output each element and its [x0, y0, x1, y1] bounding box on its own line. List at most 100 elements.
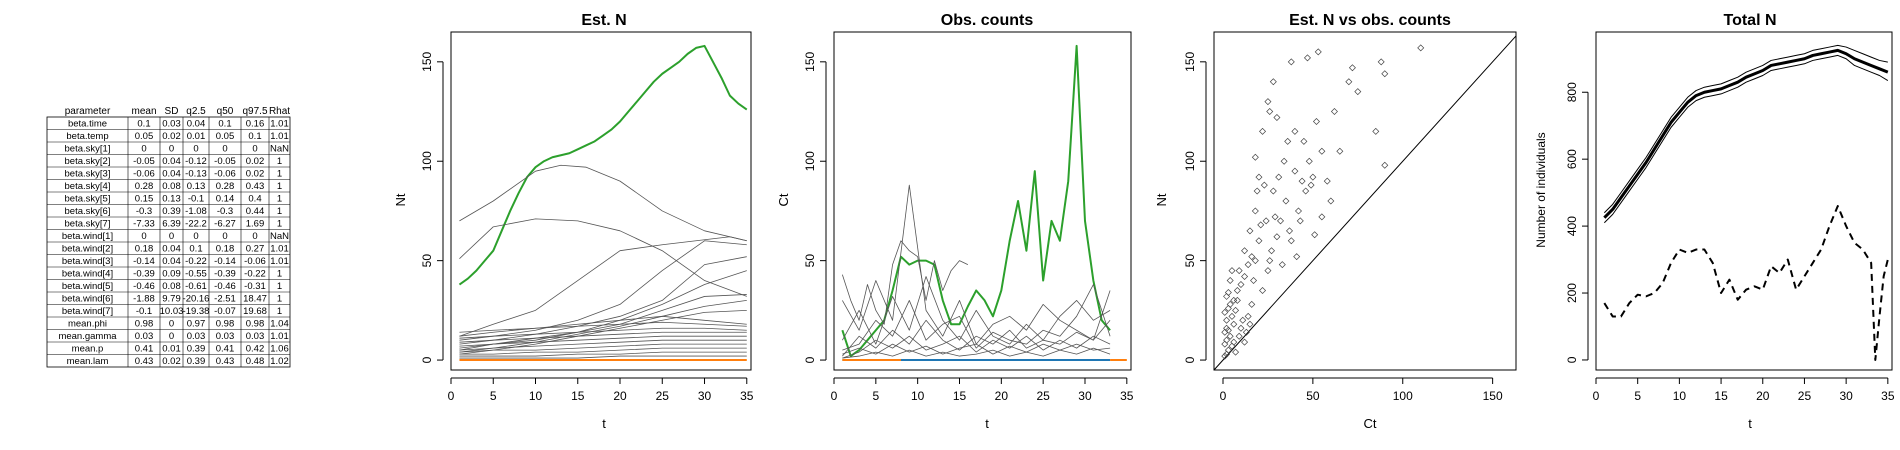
x-tick-label: 25	[1798, 389, 1812, 403]
table-cell: 0.39	[162, 206, 181, 217]
table-cell: -7.33	[133, 219, 155, 230]
table-cell: -22.2	[185, 219, 207, 230]
x-tick-label: 35	[1120, 389, 1134, 403]
x-tick-label: 35	[1881, 389, 1895, 403]
table-cell: 0.1	[248, 131, 261, 142]
x-tick-label: 20	[995, 389, 1009, 403]
y-tick-label: 100	[420, 151, 434, 171]
table-header-cell: q2.5	[186, 106, 206, 117]
scatter-point	[1275, 173, 1283, 181]
table-cell: 0.39	[187, 344, 206, 355]
table-cell: 0	[193, 231, 198, 242]
table-cell: -0.14	[133, 256, 155, 267]
table-cell: -0.22	[244, 269, 266, 280]
x-tick-label: 35	[740, 389, 754, 403]
scatter-point	[1259, 286, 1267, 294]
scatter-point	[1232, 348, 1240, 356]
scatter-point	[1327, 197, 1335, 205]
table-cell: -0.07	[214, 306, 236, 317]
table-cell: 0.42	[246, 344, 265, 355]
table-cell: beta.wind[5]	[62, 281, 113, 292]
scatter-point	[1345, 78, 1353, 86]
table-header-cell: q50	[217, 106, 234, 117]
table-cell: -0.06	[244, 256, 266, 267]
table-cell: -6.27	[214, 219, 236, 230]
table-cell: 0.08	[162, 281, 181, 292]
table-cell: 0	[169, 144, 174, 155]
scatter-point	[1284, 137, 1292, 145]
scatter-point	[1287, 58, 1295, 66]
scatter-point	[1241, 273, 1249, 281]
scatter-point	[1302, 187, 1310, 195]
scatter-point	[1241, 338, 1249, 346]
plot-frame	[450, 31, 752, 371]
scatter-point	[1223, 292, 1231, 300]
y-tick-label: 150	[420, 51, 434, 71]
scatter-point	[1273, 233, 1281, 241]
table-cell: -0.13	[185, 169, 207, 180]
table-cell: 0.13	[187, 181, 206, 192]
panel-est-n: Est. N t Nt 0 5 10 15 20 25 30 35 0 50 100 150	[393, 12, 754, 431]
table-cell: 0.98	[246, 319, 265, 330]
scatter-point	[1323, 177, 1331, 185]
table-cell: 0.03	[246, 331, 265, 342]
table-cell: -0.14	[214, 256, 236, 267]
series-line-1	[841, 240, 969, 325]
scatter-point	[1282, 197, 1290, 205]
series-line-4	[459, 240, 747, 341]
table-cell: mean.gamma	[58, 331, 117, 342]
scatter-point	[1223, 316, 1231, 324]
table-cell: 0.01	[187, 131, 206, 142]
table-cell: 0.04	[162, 244, 181, 255]
series-line-7	[459, 294, 747, 349]
x-tick-label: 25	[656, 389, 670, 403]
y-tick-label: 0	[1565, 356, 1579, 363]
table-cell: 0.44	[246, 206, 265, 217]
scatter-point	[1248, 253, 1256, 261]
table-cell: 0.28	[216, 181, 235, 192]
table-cell: 0	[222, 231, 227, 242]
series-line-14	[459, 335, 747, 347]
scatter-point	[1221, 340, 1229, 348]
table-cell: 0.1	[189, 244, 202, 255]
x-tick-label: 0	[448, 389, 455, 403]
panel-obs-counts-title: Obs. counts	[941, 12, 1034, 29]
table-cell: 1.04	[270, 319, 289, 330]
table-cell: 0.01	[162, 344, 181, 355]
x-tick-label: 0	[831, 389, 838, 403]
table-cell: 0.1	[137, 119, 150, 130]
panel-est-n-title: Est. N	[581, 12, 626, 29]
y-tick-label: 0	[420, 356, 434, 363]
series-line-2	[842, 184, 1111, 345]
scatter-point	[1251, 153, 1259, 161]
table-cell: beta.temp	[66, 131, 108, 142]
table-cell: -0.61	[185, 281, 207, 292]
series-line-7	[842, 343, 1111, 355]
table-cell: 1	[277, 206, 282, 217]
scatter-point	[1336, 147, 1344, 155]
scatter-point	[1278, 261, 1286, 269]
table-cell: 0.02	[246, 156, 265, 167]
table-cell: beta.sky[6]	[65, 206, 111, 217]
series-line-19	[459, 355, 747, 359]
table-cell: -20.16	[183, 294, 210, 305]
table-cell: -0.05	[133, 156, 155, 167]
table-cell: -0.1	[136, 306, 152, 317]
table-cell: -0.06	[133, 169, 155, 180]
scatter-point	[1244, 312, 1252, 320]
table-cell: -19.38	[183, 306, 210, 317]
series-line-0	[841, 44, 1111, 358]
series-line-13	[459, 331, 747, 343]
scatter-point	[1246, 227, 1254, 235]
panel-est-n-vs-obs: Est. N vs obs. counts Ct Nt 0 50 100 150 0 50…	[1154, 12, 1517, 431]
series-line-11	[459, 321, 747, 333]
table-cell: 1.69	[246, 219, 265, 230]
scatter-point	[1262, 217, 1270, 225]
panel-obs-counts-xlabel: t	[985, 416, 989, 431]
table-cell: 0	[169, 319, 174, 330]
series-line-0	[458, 44, 748, 286]
series-line-2	[1603, 54, 1889, 224]
series-line-8	[842, 347, 1111, 359]
panel-est-n-vs-obs-xlabel: Ct	[1364, 416, 1377, 431]
